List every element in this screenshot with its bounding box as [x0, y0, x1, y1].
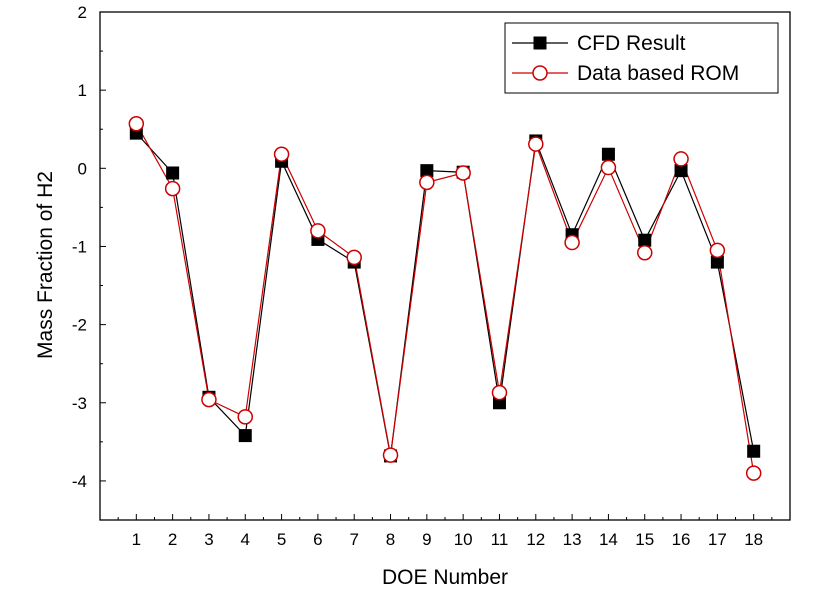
y-tick-label: -4	[72, 472, 87, 491]
cfd-result-point	[601, 147, 615, 161]
y-tick-label: 0	[78, 159, 87, 178]
cfd-result-point	[710, 255, 724, 269]
legend: CFD Result Data based ROM	[504, 22, 779, 94]
legend-label: CFD Result	[577, 32, 686, 55]
legend-marker-square	[533, 36, 547, 50]
cfd-result-point	[747, 444, 761, 458]
series-line-1	[135, 123, 755, 474]
rom-point	[164, 180, 181, 197]
cfd-result-point	[238, 429, 252, 443]
rom-point	[673, 151, 689, 167]
cfd-result-point	[638, 233, 652, 247]
rom-point	[346, 249, 362, 266]
rom-point	[745, 465, 762, 481]
rom-point	[709, 242, 726, 259]
rom-point	[419, 174, 435, 191]
x-tick-label: 18	[744, 530, 763, 549]
x-tick-label: 9	[422, 530, 431, 549]
rom-point	[491, 384, 508, 401]
rom-point	[273, 146, 290, 162]
x-tick-label: 15	[635, 530, 654, 549]
cfd-result-point	[674, 164, 688, 178]
y-tick-label: -3	[72, 394, 87, 413]
x-tick-label: 11	[491, 530, 509, 549]
x-axis-title: DOE Number	[382, 566, 508, 589]
x-tick-label: 16	[672, 530, 691, 549]
rom-point	[237, 409, 254, 425]
rom-point	[636, 244, 653, 261]
x-tick-label: 1	[132, 530, 141, 549]
x-tick-label: 17	[708, 530, 727, 549]
x-tick-label: 14	[599, 530, 618, 549]
x-tick-label: 3	[204, 530, 213, 549]
x-tick-label: 2	[168, 530, 177, 549]
rom-point	[600, 159, 617, 176]
rom-point	[564, 234, 580, 251]
rom-point	[382, 447, 399, 463]
x-tick-label: 12	[526, 530, 545, 549]
legend-marker-circle	[532, 65, 548, 81]
x-tick-label: 13	[563, 530, 582, 549]
rom-point	[128, 116, 145, 132]
legend-box	[504, 22, 779, 94]
x-tick-label: 8	[386, 530, 395, 549]
x-tick-label: 10	[454, 530, 473, 549]
legend-label: Data based ROM	[577, 62, 739, 85]
rom-point	[528, 136, 544, 152]
y-tick-label: -1	[72, 237, 87, 256]
plot-frame	[99, 11, 791, 521]
y-axis-title: Mass Fraction of H2	[34, 171, 57, 359]
x-tick-label: 6	[313, 530, 322, 549]
series-line-0	[135, 132, 755, 457]
rom-point	[455, 165, 471, 181]
x-tick-label: 7	[349, 530, 358, 549]
y-tick-label: 2	[78, 3, 87, 22]
cfd-result-point	[420, 164, 434, 178]
y-tick-label: 1	[78, 81, 87, 100]
x-tick-label: 4	[241, 530, 250, 549]
cfd-result-point	[166, 166, 180, 180]
x-tick-label: 5	[277, 530, 286, 549]
y-tick-label: -2	[72, 316, 87, 335]
rom-point	[310, 223, 326, 239]
rom-point	[201, 391, 217, 408]
